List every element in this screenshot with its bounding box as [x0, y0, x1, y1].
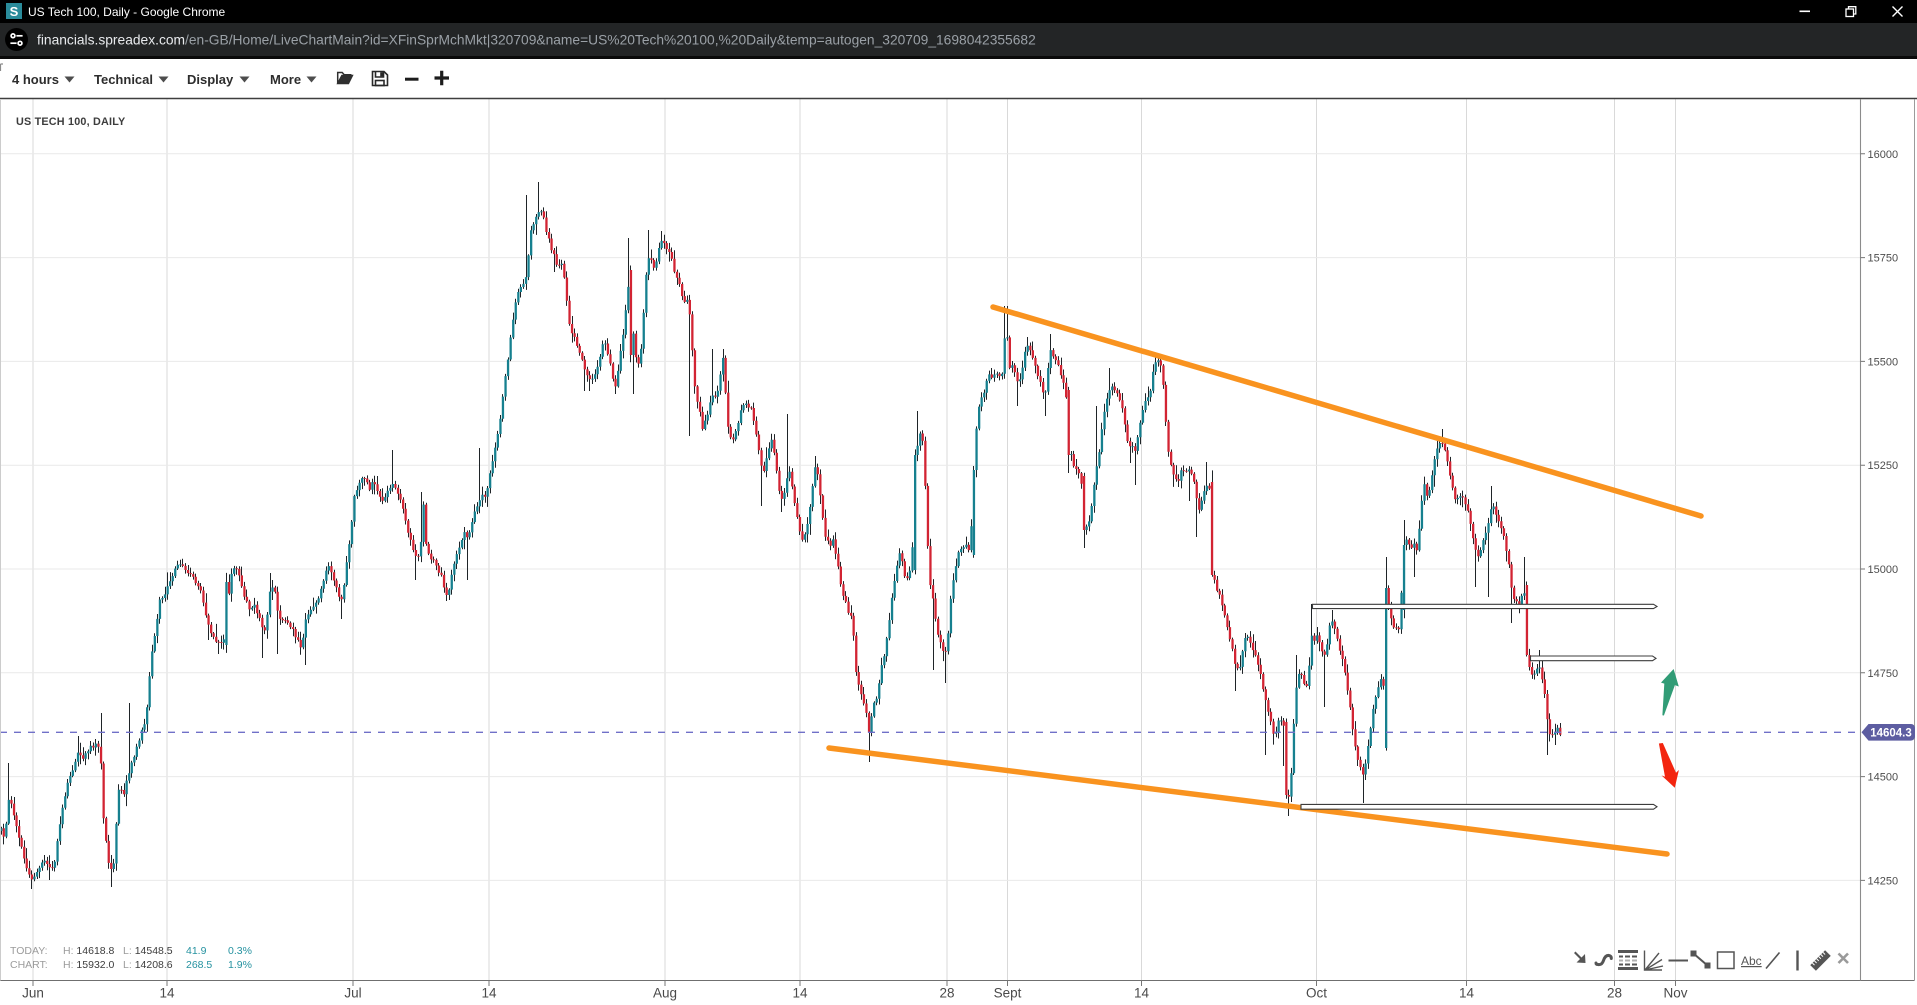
svg-text:14604.3: 14604.3	[1870, 728, 1912, 740]
svg-text:16000: 16000	[1868, 149, 1899, 161]
svg-text:15500: 15500	[1868, 356, 1899, 368]
svg-text:L: 14208.6: L: 14208.6	[123, 959, 173, 971]
svg-text:Jul: Jul	[344, 986, 361, 1001]
svg-text:Aug: Aug	[653, 986, 677, 1001]
svg-text:H: 15932.0: H: 15932.0	[63, 959, 115, 971]
svg-text:4 hours: 4 hours	[12, 72, 59, 87]
svg-text:US TECH 100, DAILY: US TECH 100, DAILY	[16, 116, 126, 128]
svg-text:15750: 15750	[1868, 253, 1899, 265]
svg-text:14750: 14750	[1868, 668, 1899, 680]
svg-text:14: 14	[1134, 986, 1150, 1001]
svg-text:28: 28	[1607, 986, 1622, 1001]
svg-text:1.9%: 1.9%	[228, 959, 252, 971]
svg-text:TODAY:: TODAY:	[10, 945, 48, 957]
svg-text:14250: 14250	[1868, 875, 1899, 887]
svg-text:0.3%: 0.3%	[228, 945, 252, 957]
svg-text:14: 14	[481, 986, 497, 1001]
svg-text:S: S	[10, 4, 19, 19]
svg-text:Abc: Abc	[1741, 954, 1762, 968]
svg-text:Technical: Technical	[94, 72, 153, 87]
svg-text:financials.spreadex.com/en-GB/: financials.spreadex.com/en-GB/Home/LiveC…	[37, 33, 1036, 48]
svg-text:41.9: 41.9	[186, 945, 207, 957]
svg-text:More: More	[270, 72, 301, 87]
svg-text:15250: 15250	[1868, 460, 1899, 472]
svg-text:14: 14	[792, 986, 808, 1001]
svg-text:14: 14	[159, 986, 175, 1001]
svg-text:Oct: Oct	[1306, 986, 1327, 1001]
svg-text:L: 14548.5: L: 14548.5	[123, 945, 173, 957]
svg-text:14: 14	[1459, 986, 1475, 1001]
svg-text:14500: 14500	[1868, 772, 1899, 784]
svg-text:H: 14618.8: H: 14618.8	[63, 945, 115, 957]
svg-text:15000: 15000	[1868, 564, 1899, 576]
svg-text:268.5: 268.5	[186, 959, 212, 971]
svg-text:CHART:: CHART:	[10, 959, 48, 971]
svg-text:Nov: Nov	[1663, 986, 1687, 1001]
svg-text:28: 28	[939, 986, 954, 1001]
svg-text:US Tech 100, Daily - Google Ch: US Tech 100, Daily - Google Chrome	[28, 5, 226, 19]
svg-text:Jun: Jun	[22, 986, 44, 1001]
svg-text:Display: Display	[187, 72, 234, 87]
svg-text:Sept: Sept	[994, 986, 1022, 1001]
